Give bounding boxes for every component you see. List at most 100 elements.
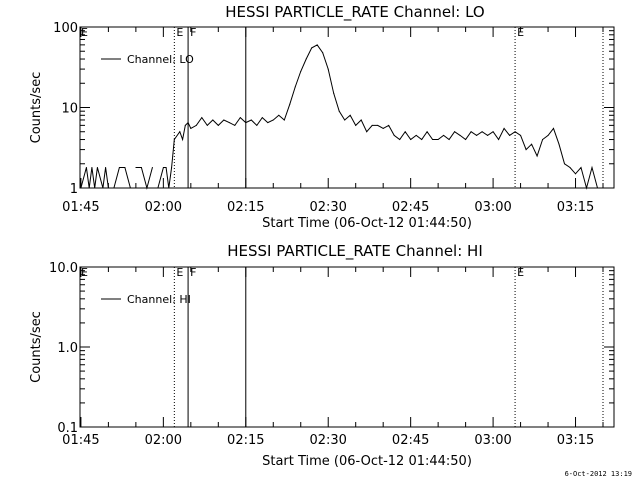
data-point	[190, 127, 192, 129]
event-marker-label: E	[517, 266, 524, 279]
y-axis-label: Counts/sec	[29, 311, 44, 383]
data-point	[245, 122, 247, 124]
data-point	[272, 119, 274, 121]
data-point	[165, 167, 167, 168]
data-point	[421, 139, 423, 140]
x-tick-label: 02:30	[309, 200, 346, 215]
data-point	[360, 119, 362, 121]
data-point	[344, 119, 346, 121]
data-point	[591, 167, 593, 168]
data-point	[355, 124, 357, 126]
event-marker-label: F	[190, 266, 196, 279]
data-point	[212, 119, 214, 121]
margin-label: E	[81, 26, 88, 39]
event-marker-label: E	[176, 266, 183, 279]
data-point	[498, 139, 500, 140]
data-point	[388, 124, 390, 126]
x-tick-label: 01:45	[62, 200, 99, 215]
data-point	[377, 124, 379, 126]
event-marker-label: F	[190, 26, 196, 39]
data-point	[85, 167, 87, 168]
data-point	[261, 117, 263, 119]
x-tick-label: 02:15	[227, 200, 264, 215]
data-point	[470, 131, 472, 133]
data-point	[154, 187, 156, 189]
data-point	[201, 117, 203, 119]
plot-frame	[79, 26, 615, 189]
data-point	[327, 68, 329, 70]
data-point	[454, 131, 456, 133]
data-point	[88, 187, 90, 189]
y-tick-label: 100	[53, 21, 78, 36]
data-point	[569, 167, 571, 168]
data-point	[404, 131, 406, 133]
data-point	[531, 143, 533, 145]
data-point	[393, 134, 395, 136]
x-tick-label: 03:00	[474, 433, 511, 448]
data-point	[547, 134, 549, 136]
data-point	[536, 155, 538, 157]
data-point	[250, 119, 252, 121]
y-tick-label: 1.0	[57, 341, 78, 356]
data-point	[432, 139, 434, 140]
data-point	[426, 131, 428, 133]
data-point	[129, 187, 131, 189]
data-point	[349, 114, 351, 116]
data-point	[228, 122, 230, 124]
data-point	[602, 187, 604, 189]
chart-title: HESSI PARTICLE_RATE Channel: HI	[227, 242, 483, 261]
data-point	[322, 52, 324, 54]
data-point	[443, 134, 445, 136]
data-point	[366, 131, 368, 133]
data-point	[586, 187, 587, 189]
x-tick-label: 01:45	[62, 433, 99, 448]
data-point	[316, 44, 318, 46]
data-point	[509, 134, 511, 136]
x-tick-label: 02:45	[392, 433, 429, 448]
data-point	[437, 139, 439, 140]
data-point	[558, 143, 560, 145]
data-point	[487, 134, 489, 136]
x-tick-label: 02:00	[145, 433, 182, 448]
data-point	[135, 167, 137, 168]
data-point	[182, 139, 184, 140]
legend-label: Channel: LO	[127, 53, 194, 66]
x-axis-label: Start Time (06-Oct-12 01:44:50)	[262, 454, 472, 469]
data-point	[542, 139, 544, 140]
timestamp-label: 6-Oct-2012 13:19	[564, 470, 632, 478]
data-point	[289, 103, 291, 105]
series-line	[80, 44, 603, 190]
data-point	[168, 187, 170, 189]
data-point	[575, 173, 576, 175]
data-point	[597, 187, 598, 189]
data-point	[492, 131, 494, 133]
x-tick-label: 03:00	[474, 200, 511, 215]
data-point	[520, 134, 522, 136]
data-point	[448, 139, 450, 140]
data-point	[91, 167, 93, 168]
data-point	[415, 134, 417, 136]
data-point	[102, 187, 104, 189]
data-point	[580, 167, 582, 168]
y-axis-label: Counts/sec	[29, 72, 44, 144]
event-marker-label: E	[517, 26, 524, 39]
x-tick-label: 02:30	[309, 433, 346, 448]
data-point	[113, 187, 115, 189]
data-point	[481, 131, 483, 133]
data-point	[171, 167, 173, 168]
data-point	[80, 187, 82, 189]
data-point	[96, 167, 98, 168]
data-point	[311, 47, 313, 49]
chart-title: HESSI PARTICLE_RATE Channel: LO	[225, 3, 484, 22]
x-tick-label: 03:15	[557, 200, 594, 215]
data-point	[151, 167, 153, 168]
x-tick-label: 03:15	[557, 433, 594, 448]
data-point	[162, 167, 164, 168]
data-point	[371, 124, 373, 126]
data-point	[206, 124, 208, 126]
data-point	[184, 124, 186, 126]
data-point	[525, 149, 527, 151]
y-tick-label: 0.1	[57, 421, 78, 436]
data-point	[157, 187, 159, 189]
plot-frame	[79, 266, 615, 428]
